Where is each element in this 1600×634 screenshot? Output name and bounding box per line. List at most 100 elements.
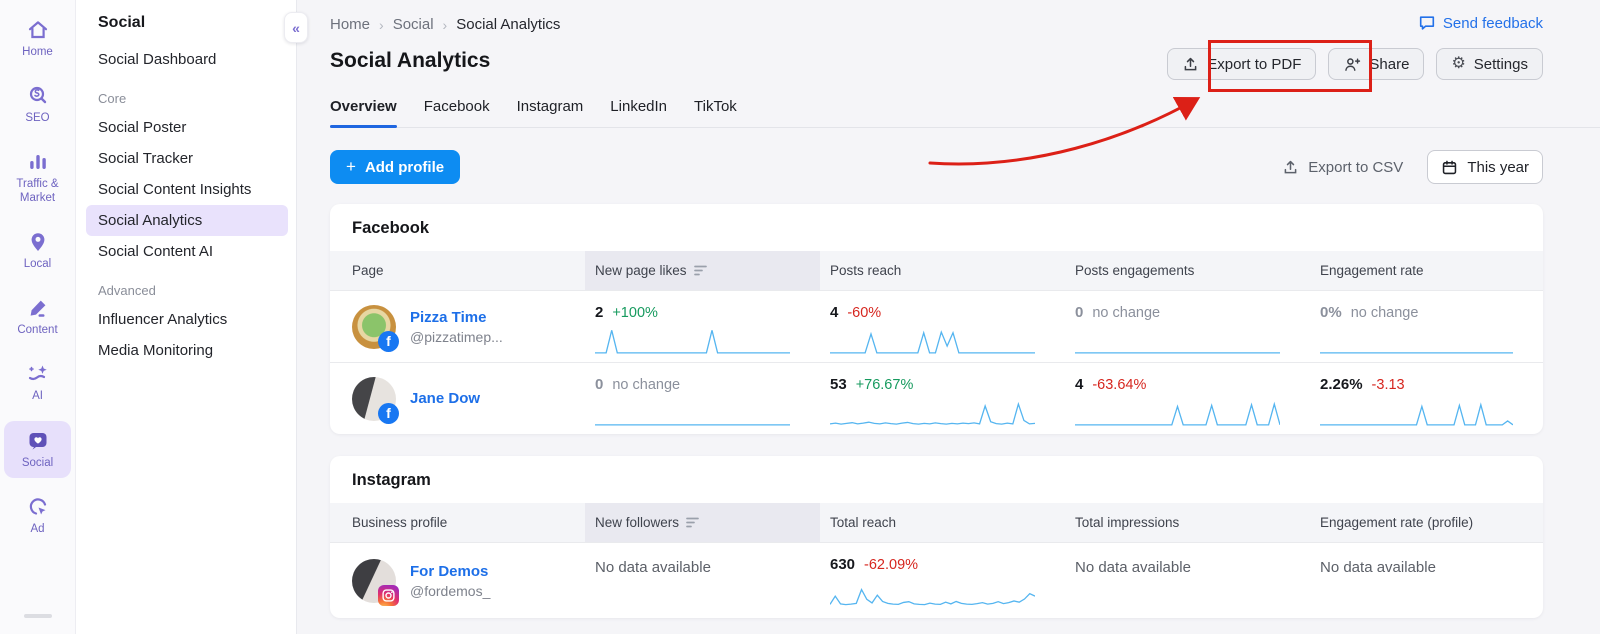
avatar: f (352, 304, 399, 352)
profile-name-link[interactable]: Pizza Time (410, 308, 487, 326)
sidebar-item-media-monitoring[interactable]: Media Monitoring (98, 342, 214, 359)
export-to-pdf-button[interactable]: Export to PDF (1167, 48, 1317, 80)
metric-delta: no change (1350, 305, 1419, 321)
sparkline-chart (1320, 399, 1513, 426)
export-to-pdf-label: Export to PDF (1207, 55, 1302, 73)
send-feedback-link[interactable]: Send feedback (1418, 14, 1543, 32)
sidebar-collapse-button[interactable]: « (284, 12, 308, 43)
breadcrumb-social[interactable]: Social (392, 16, 434, 33)
sparkline-chart (830, 327, 1035, 354)
no-data-label: No data available (1320, 559, 1436, 576)
rail-item-ai[interactable]: AI (4, 354, 71, 411)
column-header-total-impressions[interactable]: Total impressions (1075, 515, 1180, 530)
rail-item-ad[interactable]: Ad (4, 487, 71, 544)
profile-cell: f Pizza Time @pizzatimep... (330, 291, 585, 362)
share-label: Share (1369, 55, 1410, 73)
column-header-business-profile[interactable]: Business profile (352, 515, 448, 530)
sidebar-title: Social (98, 14, 146, 31)
header-actions: Export to PDF Share ⚙ Settings (1167, 48, 1543, 80)
sparkline-chart (830, 399, 1035, 426)
table-row: For Demos @fordemos_ No data available 6… (330, 542, 1543, 618)
profile-name-link[interactable]: For Demos (410, 562, 489, 580)
no-data-label: No data available (1075, 559, 1191, 576)
rail-item-social[interactable]: Social (4, 420, 71, 478)
rail-label: Social (21, 456, 54, 469)
settings-button[interactable]: ⚙ Settings (1436, 48, 1543, 80)
metric-cell-posts-engagements: 0 no change (1065, 291, 1310, 362)
metric-value: 53 (830, 376, 847, 393)
profile-name-link[interactable]: Jane Dow (410, 390, 481, 407)
facebook-badge-icon: f (378, 330, 399, 352)
column-header-engagement-rate-profile[interactable]: Engagement rate (profile) (1320, 515, 1474, 530)
tab-instagram[interactable]: Instagram (516, 98, 584, 115)
bar-chart-icon (29, 155, 46, 170)
rail-label: Home (22, 46, 53, 58)
tab-linkedin[interactable]: LinkedIn (610, 98, 668, 115)
sidebar-item-social-analytics[interactable]: Social Analytics (86, 205, 288, 236)
sidebar-item-social-content-insights[interactable]: Social Content Insights (98, 181, 252, 198)
column-header-new-page-likes[interactable]: New page likes (585, 251, 820, 290)
column-header-label: New page likes (595, 263, 687, 278)
add-profile-button[interactable]: + Add profile (330, 150, 461, 184)
feedback-bubble-icon (1419, 16, 1435, 30)
tab-bar: Overview Facebook Instagram LinkedIn Tik… (330, 98, 1600, 128)
sidebar-section-advanced: Advanced (98, 283, 156, 298)
metric-value: 0 (1075, 304, 1084, 321)
rail-item-local[interactable]: Local (4, 222, 71, 279)
breadcrumb-home[interactable]: Home (330, 16, 371, 33)
instagram-badge-icon (378, 584, 399, 606)
metric-cell-engagement-rate: 2.26% -3.13 (1310, 363, 1543, 434)
column-header-posts-reach[interactable]: Posts reach (830, 263, 902, 278)
no-data-label: No data available (595, 559, 711, 576)
export-upload-icon (1284, 160, 1297, 173)
metric-cell-posts-engagements: 4 -63.64% (1065, 363, 1310, 434)
tab-facebook[interactable]: Facebook (423, 98, 490, 115)
pencil-icon (30, 300, 45, 317)
column-header-posts-engagements[interactable]: Posts engagements (1075, 263, 1195, 278)
breadcrumb: Home › Social › Social Analytics (297, 0, 1600, 33)
instagram-card: Instagram Business profile New followers… (330, 456, 1543, 618)
metric-cell-new-followers: No data available (585, 543, 820, 618)
profile-handle: @pizzatimep... (410, 328, 503, 345)
page-title: Social Analytics (330, 49, 491, 72)
sidebar-item-social-content-ai[interactable]: Social Content AI (98, 243, 214, 260)
rail-label: Ad (30, 522, 45, 535)
column-header-total-reach[interactable]: Total reach (830, 515, 897, 530)
column-header-label: New followers (595, 515, 680, 530)
sparkline-chart (1075, 399, 1280, 426)
settings-label: Settings (1473, 55, 1528, 73)
export-to-csv-button[interactable]: Export to CSV (1282, 159, 1403, 176)
column-header-new-followers[interactable]: New followers (585, 503, 820, 542)
sidebar-item-social-poster[interactable]: Social Poster (98, 119, 187, 136)
sparkline-chart (595, 327, 790, 354)
metric-value: 0% (1320, 304, 1342, 321)
sidebar-item-social-tracker[interactable]: Social Tracker (98, 150, 194, 167)
profile-cell: f Jane Dow (330, 363, 585, 434)
tab-tiktok[interactable]: TikTok (694, 98, 737, 115)
sparkles-icon (28, 365, 47, 381)
date-range-button[interactable]: This year (1427, 150, 1543, 184)
rail-item-traffic-market[interactable]: Traffic & Market (4, 142, 71, 212)
share-button[interactable]: Share (1328, 48, 1425, 80)
sidebar-item-social-dashboard[interactable]: Social Dashboard (98, 51, 217, 68)
rail-item-content[interactable]: Content (4, 288, 71, 345)
column-header-engagement-rate[interactable]: Engagement rate (1320, 263, 1424, 278)
social-heart-icon (29, 432, 46, 450)
metric-value: 0 (595, 376, 604, 393)
profile-cell: For Demos @fordemos_ (330, 543, 585, 618)
metric-value: 2 (595, 304, 604, 321)
instagram-table-header: Business profile New followers Total rea… (330, 503, 1543, 542)
rail-label: Local (23, 257, 52, 270)
metric-value: 2.26% (1320, 376, 1363, 393)
rail-divider (23, 614, 52, 618)
tab-overview[interactable]: Overview (330, 98, 397, 128)
chevron-right-icon: › (379, 16, 384, 33)
sparkline-chart (1075, 327, 1280, 354)
column-header-page[interactable]: Page (352, 263, 384, 278)
sidebar-item-influencer-analytics[interactable]: Influencer Analytics (98, 311, 228, 328)
sort-icon (693, 265, 707, 276)
rail-item-home[interactable]: Home (4, 10, 71, 67)
overview-content: + Add profile Export to CSV This year F (297, 128, 1600, 618)
rail-item-seo[interactable]: SEO (4, 76, 71, 133)
